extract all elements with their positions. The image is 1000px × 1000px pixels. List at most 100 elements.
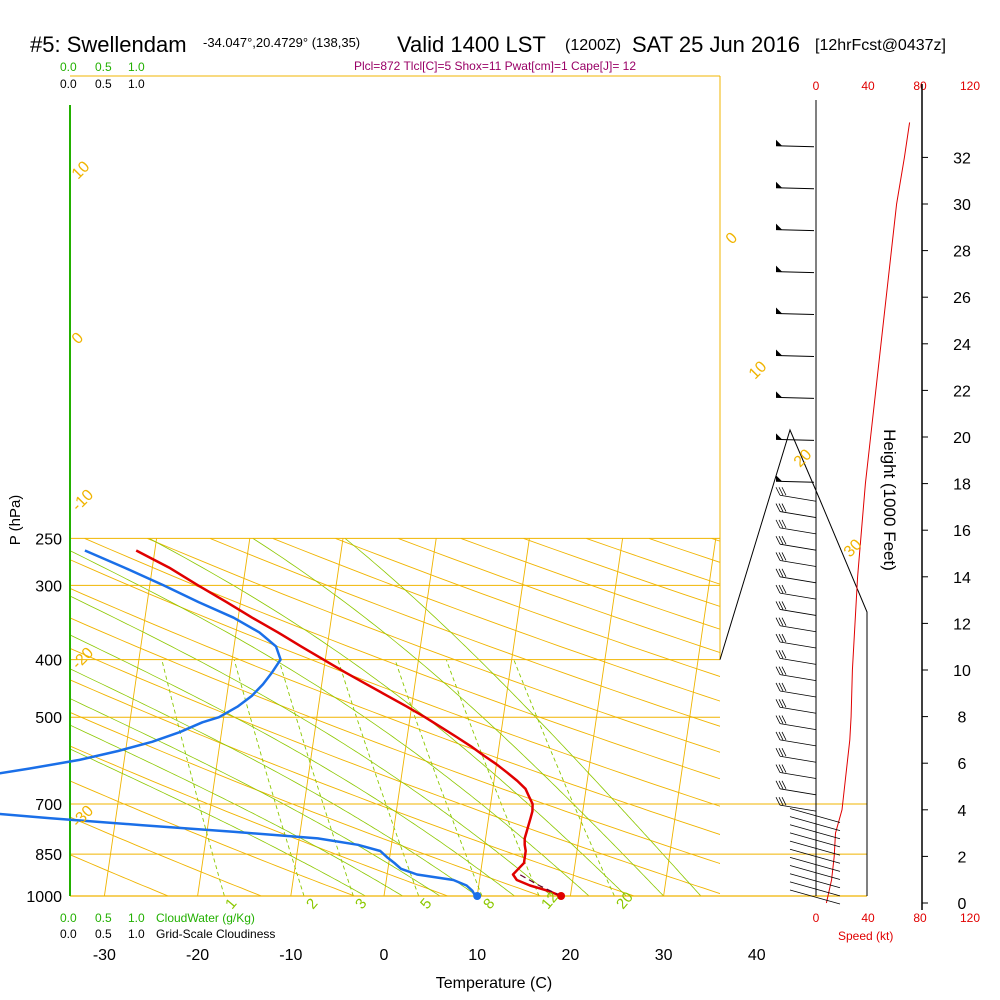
dry-adiabat: [70, 711, 542, 896]
cloudwater-label: CloudWater (g/Kg): [156, 911, 255, 925]
wind-barb-feather: [781, 748, 787, 757]
isotherm-label: 10: [69, 158, 94, 183]
x-axis-title: Temperature (C): [436, 975, 552, 992]
cloud-scale-bottom-green: 0.0 0.5 1.0 CloudWater (g/Kg): [60, 911, 255, 925]
mixing-ratio-label: 5: [417, 895, 435, 912]
wind-barb-feather: [775, 536, 781, 545]
cloud-top-black-0: 0.0: [60, 77, 77, 91]
station-coords: -34.047°,20.4729° (138,35): [203, 35, 360, 50]
height-tick-label: 0: [958, 896, 967, 913]
height-tick-label: 26: [953, 290, 971, 307]
height-tick-label: 2: [958, 849, 967, 866]
wind-barb-feather: [775, 796, 781, 806]
wind-barb-staff: [789, 840, 841, 856]
wind-barb-feather: [781, 487, 787, 496]
wind-barb-feather: [781, 715, 787, 724]
wind-barb-feather: [778, 682, 784, 692]
wind-barb-feather: [781, 780, 787, 790]
wind-barb-staff: [779, 723, 817, 730]
isotherm-label: 20: [791, 446, 816, 471]
cloudiness-label: Grid-Scale Cloudiness: [156, 927, 275, 941]
x-tick-label: 0: [380, 947, 389, 964]
wind-barb-staff: [779, 494, 817, 502]
wind-barb-staff: [779, 739, 817, 747]
cloud-bottom-black-2: 1.0: [128, 927, 145, 941]
wind-barb-feather: [778, 584, 784, 594]
panel-boundary: [719, 428, 868, 896]
dry-adiabat: [398, 537, 720, 654]
wind-barb-staff: [775, 438, 815, 441]
wind-barb-feather: [778, 503, 784, 512]
cloud-top-black-1: 0.5: [95, 77, 112, 91]
height-tick-label: 16: [953, 523, 971, 540]
dry-adiabat: [70, 679, 635, 896]
speed-axis-title: Speed (kt): [838, 929, 893, 943]
isotherm-label: 10: [746, 358, 771, 383]
wind-barb-feather: [781, 601, 787, 610]
height-tick-label: 22: [953, 383, 971, 400]
wind-barb-feather: [778, 780, 784, 790]
speed-tick-top-80: 80: [913, 79, 927, 93]
speed-tick-top-120: 120: [960, 79, 980, 93]
wind-barb-feather: [781, 519, 787, 529]
wind-barb-pennant: [776, 433, 782, 440]
cloud-top-green-1: 0.5: [95, 60, 112, 74]
wind-barb-staff: [779, 511, 817, 518]
wind-barb-feather: [775, 503, 781, 512]
p-tick-label: 850: [35, 847, 62, 864]
height-tick-label: 10: [953, 663, 971, 680]
wind-barb-feather: [775, 552, 781, 561]
wind-barb-feather: [778, 601, 784, 610]
wind-barb-pennant: [776, 349, 782, 356]
moist-adiabat: [70, 724, 403, 896]
height-tick-label: 32: [953, 150, 971, 167]
cloud-top-green-2: 1.0: [128, 60, 145, 74]
wind-barb-staff: [789, 889, 841, 905]
dry-adiabat: [70, 816, 262, 896]
wind-barb-staff: [779, 706, 817, 714]
wind-barb-feather: [778, 731, 784, 741]
moist-adiabat: [344, 538, 702, 896]
mixing-ratio-line: [233, 659, 305, 896]
wind-barb-staff: [775, 271, 815, 274]
cloud-scale-bottom-black: 0.0 0.5 1.0 Grid-Scale Cloudiness: [60, 927, 275, 941]
wind-barb-feather: [775, 568, 781, 577]
mixing-ratio-label: 12: [538, 889, 562, 913]
wind-barb-staff: [789, 881, 841, 897]
wind-barb-feather: [781, 699, 787, 708]
x-tick-label: 10: [468, 947, 486, 964]
wind-barb-feather: [775, 764, 781, 773]
x-tick-label: -30: [93, 947, 116, 964]
surface-dewpoint-dot: [473, 892, 482, 900]
dry-adiabat: [70, 854, 169, 896]
wind-barb-feather: [778, 633, 784, 643]
wind-barb-staff: [779, 804, 817, 812]
height-tick-label: 4: [958, 803, 967, 820]
surface-temperature-dot: [557, 892, 566, 900]
wind-barb-feather: [781, 731, 787, 741]
mixing-ratio-label: 1: [222, 895, 240, 912]
dewpoint-line: [0, 549, 477, 897]
p-tick-label: 700: [35, 797, 62, 814]
dry-adiabat: [70, 559, 720, 807]
wind-barb-feather: [775, 748, 781, 757]
wind-barb-staff: [789, 808, 841, 823]
wind-barb-staff: [779, 592, 817, 600]
wind-barb-feather: [778, 487, 784, 496]
cloud-bottom-black-1: 0.5: [95, 927, 112, 941]
wind-barb-staff: [779, 609, 817, 616]
wind-barb-feather: [775, 487, 781, 496]
wind-barb-staff: [775, 480, 815, 483]
mixing-ratio-line: [394, 659, 483, 896]
isotherm-label: 0: [723, 229, 741, 247]
wind-barb-staff: [779, 755, 817, 763]
cloud-bottom-green-2: 1.0: [128, 911, 145, 925]
p-tick-label: 250: [35, 531, 62, 548]
wind-barb-pennant: [776, 307, 782, 314]
wind-barb-feather: [781, 633, 787, 643]
cloud-bottom-green-0: 0.0: [60, 911, 77, 925]
wind-barb-feather: [778, 699, 784, 708]
wind-barb-feather: [778, 617, 784, 626]
wind-barb-staff: [789, 857, 841, 872]
wind-barb-feather: [775, 633, 781, 643]
